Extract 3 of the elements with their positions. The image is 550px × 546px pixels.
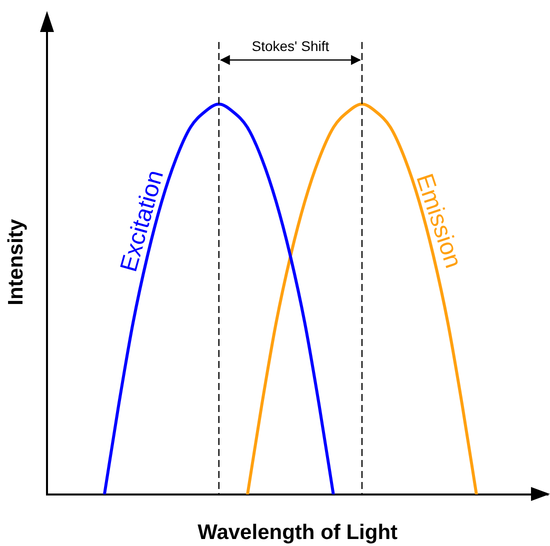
x-axis-title: Wavelength of Light — [198, 521, 398, 544]
text: Stokes' Shift — [252, 38, 330, 54]
y-axis-title: Intensity — [4, 218, 28, 306]
